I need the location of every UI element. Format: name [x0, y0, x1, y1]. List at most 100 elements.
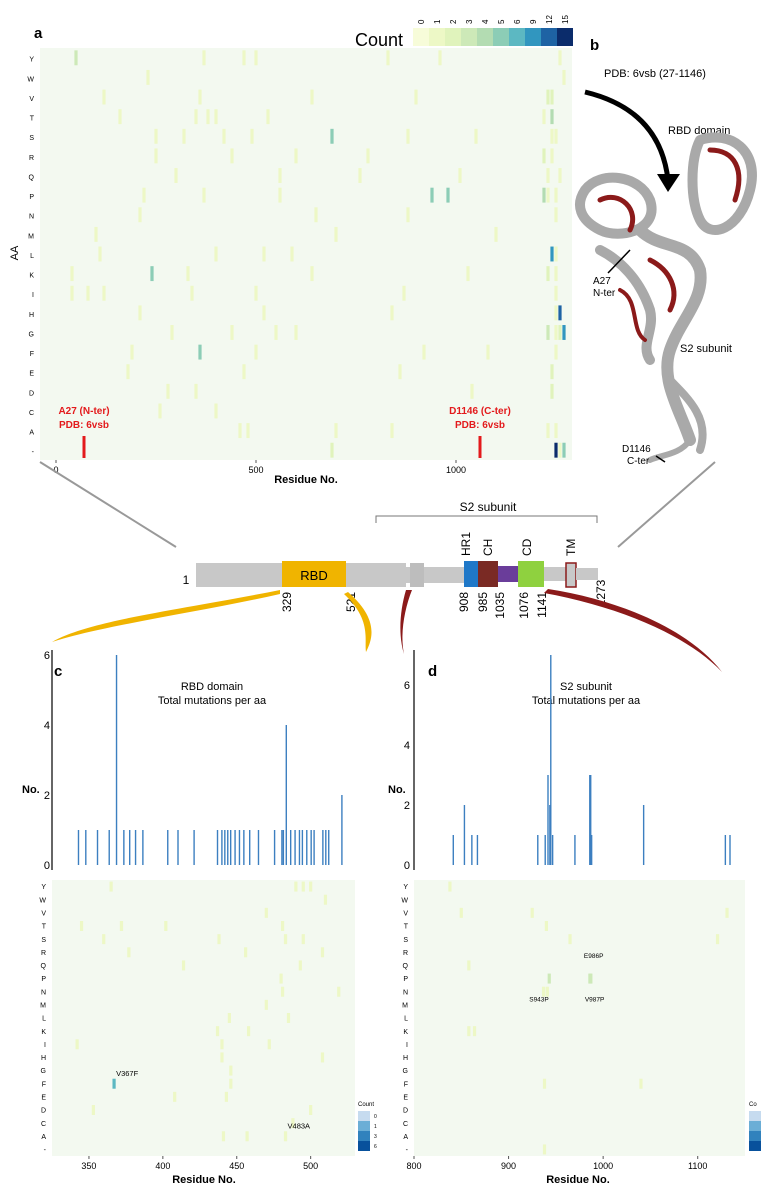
map-start-number: 1 — [183, 573, 190, 587]
row-label: H — [29, 312, 34, 319]
a27-pointer — [607, 249, 631, 274]
cter-label: C-ter — [627, 456, 650, 467]
small-legend-swatch — [749, 1121, 761, 1131]
domain-rbd-label: RBD — [300, 568, 327, 583]
heat-cell — [546, 187, 550, 203]
panel-d-title: S2 subunit — [560, 681, 612, 693]
heat-cell — [309, 881, 313, 892]
legend-swatch — [525, 28, 541, 46]
curved-arrow — [584, 89, 671, 181]
legend-level-label: 3 — [465, 19, 474, 24]
heat-cell — [75, 1039, 79, 1050]
x-tick-label: 1000 — [446, 465, 466, 475]
rbd-arc-right — [344, 592, 372, 652]
heat-cell — [198, 89, 202, 105]
domain-ch-label: CH — [481, 539, 495, 556]
legend-swatch — [541, 28, 557, 46]
heat-cell — [546, 423, 550, 439]
heat-cell — [554, 266, 558, 282]
row-label: L — [30, 253, 34, 260]
heat-cell — [86, 285, 90, 301]
heat-cell — [112, 1078, 116, 1089]
map-position-label: 329 — [280, 592, 294, 612]
heat-cell — [206, 109, 210, 125]
panel-c-ylabel: No. — [22, 784, 40, 796]
row-label: W — [27, 76, 34, 83]
heat-cell — [446, 187, 450, 203]
heat-cell — [91, 1105, 95, 1115]
heat-cell — [544, 921, 548, 931]
heat-cell — [530, 907, 534, 918]
legend-swatch — [445, 28, 461, 46]
count-legend: Count 0 1 2 3 4 5 6 9 12 15 — [355, 15, 573, 50]
heat-cell — [70, 266, 74, 282]
row-label: I — [406, 1042, 408, 1049]
x-tick-label: 400 — [155, 1161, 170, 1171]
legend-level-label: 1 — [433, 19, 442, 24]
row-label: C — [29, 410, 34, 417]
heat-cell — [310, 89, 314, 105]
heat-cell — [214, 403, 218, 419]
heat-cell — [198, 344, 202, 360]
heat-cell — [280, 921, 285, 931]
row-label: F — [404, 1081, 408, 1088]
heat-cell — [154, 128, 158, 144]
curved-arrow-head — [657, 174, 680, 192]
domain-segment-nterm-thin — [196, 568, 208, 582]
panel-c-bar-y-ticks: 0 2 4 6 — [44, 650, 50, 872]
structure-panel: PDB: 6vsb (27-1146) RBD domain A27 N-ter… — [575, 68, 757, 467]
row-label: D — [403, 1108, 408, 1115]
row-label: T — [42, 924, 47, 931]
heat-cell — [547, 973, 551, 984]
row-label: Q — [41, 963, 47, 970]
row-label: N — [41, 989, 46, 996]
heat-cell — [266, 109, 270, 125]
heat-cell — [154, 148, 158, 164]
heat-cell — [166, 383, 170, 399]
row-label: Q — [403, 963, 409, 970]
x-tick-label: 450 — [229, 1161, 244, 1171]
row-label: Y — [29, 57, 34, 64]
heat-cell — [127, 947, 131, 958]
panel-c-heat-area — [52, 880, 355, 1156]
panel-d-ylabel: No. — [388, 784, 406, 796]
heat-cell — [541, 986, 546, 997]
row-label: Y — [41, 884, 46, 891]
row-label: L — [404, 1016, 408, 1023]
small-legend-swatch — [749, 1131, 761, 1141]
heat-cell — [550, 128, 554, 144]
protein-structure — [575, 132, 757, 463]
heat-cell — [558, 325, 562, 340]
legend-level-label: 6 — [513, 19, 522, 24]
row-label: L — [42, 1016, 46, 1023]
heat-cell — [330, 128, 334, 144]
heat-cell — [334, 423, 338, 439]
x-tick-label: 900 — [501, 1161, 516, 1171]
nter-label: N-ter — [593, 288, 616, 299]
heat-cell — [301, 881, 305, 892]
s2-arc-right — [544, 589, 722, 672]
domain-map-positions: 329 521 908 985 1035 1076 1141 — [280, 592, 549, 619]
heat-cell — [230, 148, 234, 164]
heat-cell — [262, 305, 266, 321]
heat-cell — [542, 109, 546, 125]
map-position-label: 908 — [457, 592, 471, 612]
domain-cd-label: CD — [520, 538, 534, 556]
row-label: K — [41, 1029, 46, 1036]
panel-d-label: d — [428, 663, 437, 680]
heat-cell — [291, 1118, 295, 1129]
row-label: I — [32, 292, 34, 299]
row-label: H — [41, 1055, 46, 1062]
heat-cell — [119, 921, 124, 931]
mutation-label: S943P — [529, 996, 549, 1003]
domain-tm-label: TM — [564, 539, 578, 556]
panel-d-heat-area — [414, 880, 745, 1156]
heat-cell — [562, 325, 566, 340]
row-label: A — [41, 1134, 46, 1141]
y-tick-label: 2 — [44, 790, 50, 802]
heat-cell — [554, 246, 558, 262]
heat-cell — [181, 960, 186, 971]
row-label: - — [32, 449, 35, 456]
